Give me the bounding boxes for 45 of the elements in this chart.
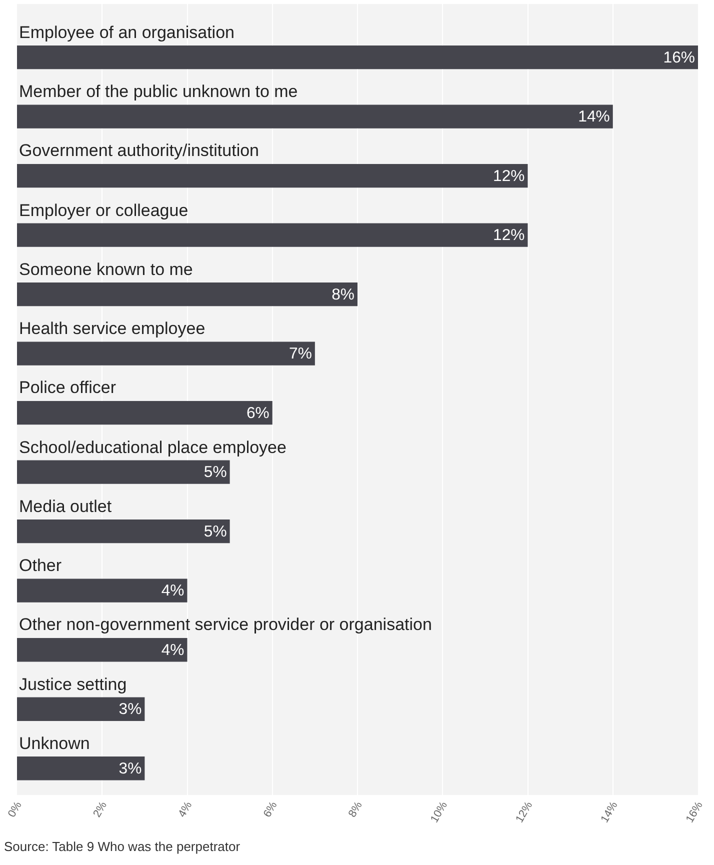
y-tick-label: Member of the public unknown to me: [19, 82, 298, 101]
data-label: 16%: [663, 49, 695, 66]
data-label: 12%: [493, 227, 525, 244]
y-tick-label: Government authority/institution: [19, 141, 260, 160]
y-tick-label: School/educational place employee: [19, 438, 286, 457]
bar: [17, 578, 188, 602]
y-tick-label: Other: [19, 556, 62, 575]
bar: [17, 342, 315, 366]
y-tick-label: Media outlet: [19, 497, 112, 516]
bar: [17, 400, 272, 425]
y-tick-label: Employee of an organisation: [19, 23, 234, 42]
bar: [17, 45, 698, 70]
bar: [17, 638, 188, 662]
data-label: 4%: [161, 582, 184, 600]
y-tick-label: Police officer: [19, 378, 116, 397]
data-label: 5%: [204, 464, 227, 482]
bar: [17, 460, 230, 484]
bar: [17, 223, 528, 247]
x-tick-label: 2%: [91, 800, 110, 820]
source-note: Source: Table 9 Who was the perpetrator: [4, 839, 241, 854]
data-label: 6%: [246, 404, 270, 422]
bar: [17, 756, 145, 780]
x-tick-label: 0%: [6, 800, 24, 820]
bar: [17, 104, 613, 128]
y-tick-label: Unknown: [19, 734, 90, 753]
data-label: 12%: [493, 168, 525, 185]
y-tick-label: Justice setting: [19, 675, 127, 694]
data-label: 7%: [289, 346, 312, 363]
y-tick-label: Someone known to me: [19, 260, 193, 279]
x-tick-label: 6%: [261, 800, 280, 820]
data-label: 3%: [118, 760, 142, 778]
data-label: 3%: [118, 701, 142, 718]
x-tick-label: 8%: [346, 800, 365, 820]
data-label: 4%: [161, 642, 184, 659]
data-label: 5%: [204, 523, 227, 540]
bar: [17, 282, 358, 306]
bar: [17, 697, 145, 721]
x-tick-label: 4%: [176, 800, 195, 820]
y-tick-label: Employer or colleague: [19, 201, 188, 220]
bar: [17, 519, 230, 544]
bar: [17, 164, 528, 188]
data-label: 8%: [332, 286, 354, 304]
data-label: 14%: [578, 108, 610, 126]
y-tick-label: Health service employee: [19, 319, 206, 338]
y-tick-label: Other non-government service provider or organisation: [19, 615, 432, 634]
